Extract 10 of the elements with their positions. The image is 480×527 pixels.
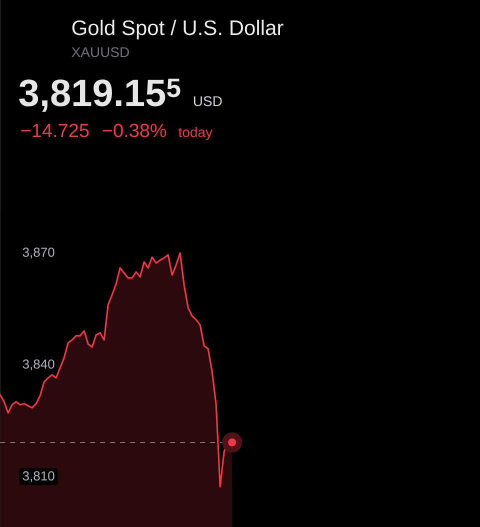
y-tick-label: 3,810: [22, 471, 54, 482]
text: −14.725: [21, 124, 89, 138]
chart-title: Gold Spot / U.S. Dollar: [72, 20, 284, 40]
y-tick-label: 3,870: [22, 248, 54, 258]
y-tick-label: 3,840: [22, 359, 54, 370]
text: USD: [194, 96, 222, 106]
text: 3,819.15$^{5}$: [19, 78, 180, 112]
text: today: [178, 126, 212, 140]
text: −0.38%: [102, 124, 166, 138]
chart-subtitle: XAUUSD: [72, 47, 129, 58]
